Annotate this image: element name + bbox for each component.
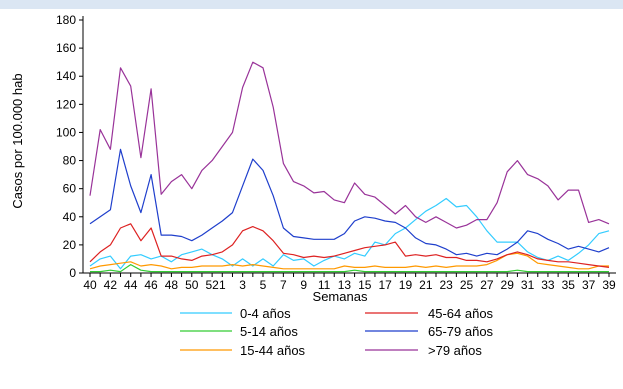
x-tick-label: 21 (419, 278, 433, 292)
legend-item: 0-4 años (180, 306, 291, 321)
y-tick-label: 100 (56, 125, 76, 139)
series-line-2 (89, 252, 609, 270)
x-tick-label: 52 (205, 278, 219, 292)
x-tick-label: 11 (318, 278, 331, 292)
x-tick-label: 46 (144, 278, 158, 292)
y-tick-label: 80 (63, 154, 77, 168)
x-tick-label: 13 (338, 278, 352, 292)
x-tick-label: 7 (280, 278, 287, 292)
x-tick-label: 23 (439, 278, 453, 292)
legend-item: 15-44 años (180, 343, 306, 358)
y-tick-label: 160 (56, 41, 76, 55)
x-tick-label: 29 (501, 278, 515, 292)
x-tick-label: 19 (399, 278, 413, 292)
x-tick-label: 35 (562, 278, 576, 292)
y-tick-label: 40 (63, 210, 77, 224)
legend-item: >79 años (365, 343, 482, 358)
x-tick-label: 37 (582, 278, 596, 292)
legend-label: 15-44 años (240, 343, 306, 358)
series-line-4 (89, 148, 610, 257)
legend-label: >79 años (428, 343, 482, 358)
series-line-0 (89, 197, 610, 270)
x-tick-label: 48 (165, 278, 179, 292)
x-tick-label: 31 (521, 278, 535, 292)
x-tick-label: 15 (358, 278, 372, 292)
x-tick-label: 17 (378, 278, 392, 292)
x-tick-label: 50 (185, 278, 199, 292)
x-tick-label: 25 (460, 278, 474, 292)
x-tick-label: 9 (300, 278, 307, 292)
y-tick-label: 20 (63, 238, 77, 252)
x-tick-label: 3 (239, 278, 246, 292)
series-line-3 (89, 223, 610, 268)
legend-item: 65-79 años (365, 324, 494, 339)
series-layer (89, 61, 610, 273)
y-tick-label: 120 (56, 97, 76, 111)
x-tick-label: 39 (602, 278, 616, 292)
legend-label: 65-79 años (428, 324, 494, 339)
x-axis: 40 42 44 46 48 50 52 1 3 5 7 9 11 13 15 17 19 21 23 25 27 29 3… (83, 272, 616, 292)
legend-item: 45-64 años (365, 306, 494, 321)
legend: 0-4 años 5-14 años 15-44 años 45-64 años 65-… (180, 306, 494, 358)
y-tick-label: 0 (69, 266, 76, 280)
y-axis-label: Casos por 100.000 hab (10, 73, 25, 208)
y-tick-label: 140 (56, 69, 76, 83)
y-tick-label: 180 (56, 13, 76, 27)
legend-item: 5-14 años (180, 324, 298, 339)
x-tick-label: 1 (219, 278, 226, 292)
series-line-1 (90, 264, 609, 273)
x-tick-label: 42 (104, 278, 118, 292)
legend-label: 45-64 años (428, 306, 494, 321)
top-band (0, 0, 623, 9)
series-line-5 (89, 61, 610, 229)
y-axis: 0 20 40 60 80 100 120 140 160 180 (56, 13, 84, 280)
legend-label: 0-4 años (240, 306, 291, 321)
x-tick-label: 44 (124, 278, 138, 292)
x-tick-label: 5 (260, 278, 267, 292)
x-tick-label: 33 (541, 278, 555, 292)
x-tick-label: 40 (83, 278, 97, 292)
x-tick-label: 27 (480, 278, 494, 292)
legend-label: 5-14 años (240, 324, 298, 339)
y-tick-label: 60 (63, 182, 77, 196)
x-axis-label: Semanas (313, 289, 368, 304)
